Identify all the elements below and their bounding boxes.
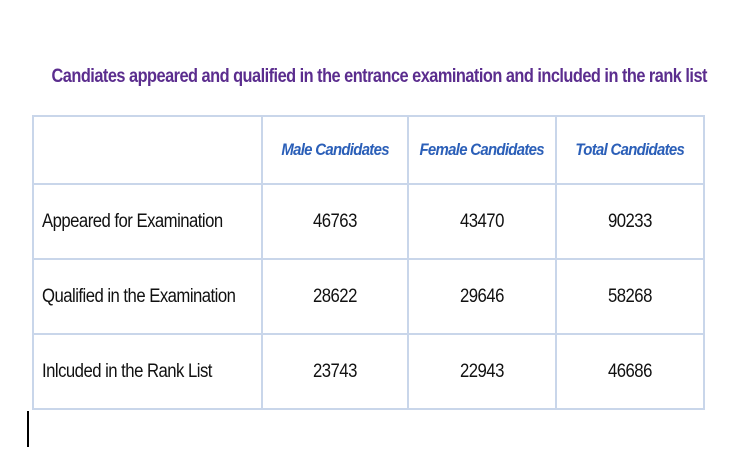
header-female-label: Female Candidates	[419, 140, 545, 159]
header-empty-cell	[32, 115, 263, 185]
header-total-label: Total Candidates	[575, 140, 685, 159]
row-label: Inlcuded in the Rank List	[42, 360, 212, 382]
row-label: Appeared for Examination	[42, 210, 223, 232]
female-value: 29646	[460, 285, 504, 307]
row-label-cell: Appeared for Examination	[32, 183, 263, 260]
female-value-cell: 29646	[407, 258, 557, 335]
total-value: 46686	[608, 360, 652, 382]
total-value-cell: 90233	[555, 183, 705, 260]
text-cursor	[27, 411, 29, 447]
table-row: Appeared for Examination 46763 43470 902…	[32, 183, 705, 260]
female-value: 22943	[460, 360, 504, 382]
total-value: 90233	[608, 210, 652, 232]
header-total-candidates: Total Candidates	[555, 115, 705, 185]
male-value: 28622	[313, 285, 357, 307]
page-title: Candiates appeared and qualified in the …	[51, 66, 708, 87]
header-female-candidates: Female Candidates	[407, 115, 557, 185]
row-label-cell: Qualified in the Examination	[32, 258, 263, 335]
male-value-cell: 28622	[261, 258, 409, 335]
male-value: 46763	[313, 210, 357, 232]
row-label-cell: Inlcuded in the Rank List	[32, 333, 263, 410]
male-value-cell: 23743	[261, 333, 409, 410]
candidates-table: Male Candidates Female Candidates Total …	[32, 115, 705, 410]
header-male-candidates: Male Candidates	[261, 115, 409, 185]
female-value: 43470	[460, 210, 504, 232]
female-value-cell: 22943	[407, 333, 557, 410]
header-male-label: Male Candidates	[281, 140, 389, 159]
total-value: 58268	[608, 285, 652, 307]
total-value-cell: 58268	[555, 258, 705, 335]
row-label: Qualified in the Examination	[42, 285, 236, 307]
total-value-cell: 46686	[555, 333, 705, 410]
table-row: Qualified in the Examination 28622 29646…	[32, 258, 705, 335]
female-value-cell: 43470	[407, 183, 557, 260]
table-header-row: Male Candidates Female Candidates Total …	[32, 115, 705, 185]
table-row: Inlcuded in the Rank List 23743 22943 46…	[32, 333, 705, 410]
male-value-cell: 46763	[261, 183, 409, 260]
male-value: 23743	[313, 360, 357, 382]
